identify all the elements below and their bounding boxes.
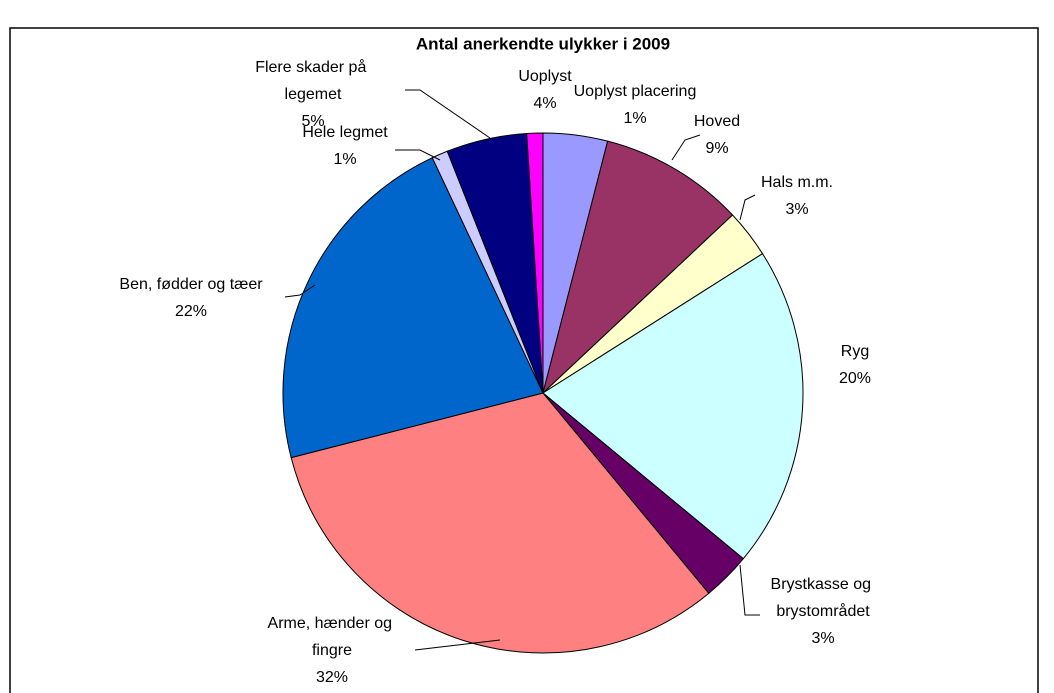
value-label: 1%	[333, 151, 356, 168]
value-label: 4%	[533, 95, 556, 112]
leader-line	[414, 639, 501, 651]
category-label: Hele legmet	[302, 124, 388, 141]
pie-slice	[542, 252, 804, 560]
value-label: 3%	[811, 630, 834, 647]
value-label: 5%	[301, 113, 324, 130]
pie-slice	[542, 140, 734, 395]
pie-slice	[290, 392, 710, 654]
value-label: 1%	[623, 110, 646, 127]
category-label: Uoplyst	[518, 68, 572, 85]
category-label: Uoplyst placering	[574, 83, 697, 100]
leader-line	[671, 134, 701, 161]
value-label: 32%	[316, 669, 348, 686]
category-label: Ryg	[841, 343, 869, 360]
leader-line	[739, 564, 760, 616]
leader-line	[739, 194, 756, 221]
leader-line	[284, 284, 316, 298]
leader-line	[405, 89, 491, 139]
category-label: Brystkasse og brystområdet	[771, 576, 876, 620]
category-label: Arme, hænder og fingre	[268, 615, 397, 659]
category-label: Hals m.m.	[761, 174, 833, 191]
pie-slice	[526, 132, 544, 394]
chart-title: Antal anerkendte ulykker i 2009	[416, 34, 670, 53]
value-label: 20%	[839, 370, 871, 387]
value-label: 9%	[705, 140, 728, 157]
category-label: Flere skader på legemet	[255, 58, 371, 103]
category-label: Hoved	[694, 113, 740, 130]
value-label: 3%	[785, 201, 808, 218]
category-label: Ben, fødder og tæer	[119, 276, 263, 293]
leader-line	[395, 149, 441, 161]
value-label: 22%	[175, 303, 207, 320]
pie-slice	[282, 157, 544, 459]
